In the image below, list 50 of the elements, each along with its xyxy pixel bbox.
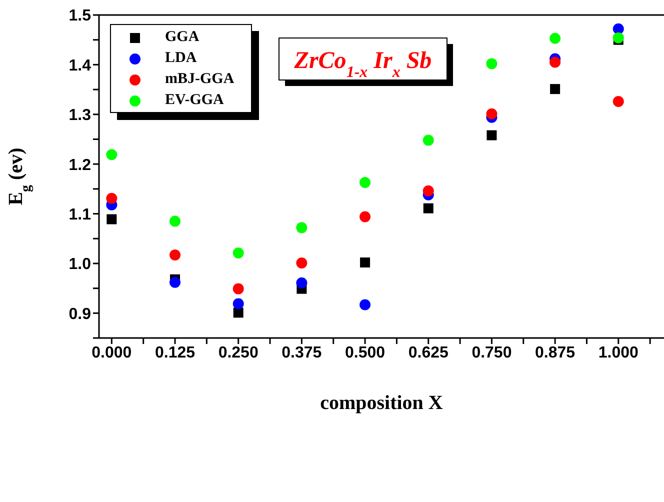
- point: [170, 216, 181, 227]
- x-tick-label: 0.750: [472, 344, 512, 362]
- point: [360, 176, 371, 188]
- legend-label: LDA: [165, 50, 197, 67]
- legend-label: EV-GGA: [165, 92, 224, 109]
- point: [170, 250, 181, 261]
- point: [423, 203, 434, 214]
- point: [612, 32, 624, 44]
- point: [360, 257, 370, 268]
- point: [360, 299, 371, 310]
- point: [612, 23, 624, 34]
- x-tick-label: 0.375: [282, 344, 322, 362]
- point: [106, 192, 118, 204]
- legend-label: mBJ-GGA: [165, 71, 234, 88]
- point: [296, 222, 308, 234]
- point: [106, 214, 117, 224]
- y-tick-label: 1.5: [68, 8, 92, 25]
- point: [422, 134, 434, 146]
- x-axis-title: composition X: [320, 392, 444, 414]
- point: [296, 257, 308, 268]
- y-tick-label: 1.2: [68, 156, 92, 174]
- point: [232, 283, 244, 294]
- point: [550, 32, 561, 44]
- x-tick-label: 0.250: [218, 344, 258, 362]
- x-tick-label: 0.000: [92, 344, 132, 362]
- y-tick-label: 1.3: [68, 107, 92, 124]
- point: [233, 308, 244, 318]
- y-tick-label: 0.9: [68, 306, 92, 323]
- point: [612, 96, 624, 107]
- point: [296, 277, 308, 288]
- point: [486, 58, 498, 70]
- x-tick-label: 0.500: [345, 344, 386, 362]
- point: [232, 298, 244, 310]
- point: [486, 130, 497, 140]
- y-tick-label: 1.1: [68, 206, 92, 224]
- x-tick-label: 0.625: [408, 344, 448, 362]
- point: [550, 56, 561, 68]
- point: [486, 108, 498, 120]
- legend-label: GGA: [165, 29, 200, 46]
- point: [550, 84, 560, 94]
- point: [360, 211, 371, 222]
- y-tick-label: 1.0: [68, 256, 92, 274]
- point: [422, 185, 434, 196]
- point: [106, 149, 118, 160]
- x-tick-label: 0.875: [535, 344, 576, 362]
- y-tick-label: 1.4: [68, 57, 92, 74]
- x-tick-label: 0.125: [154, 344, 196, 362]
- x-tick-label: 1.000: [598, 344, 639, 362]
- point: [170, 276, 181, 288]
- point: [232, 248, 244, 259]
